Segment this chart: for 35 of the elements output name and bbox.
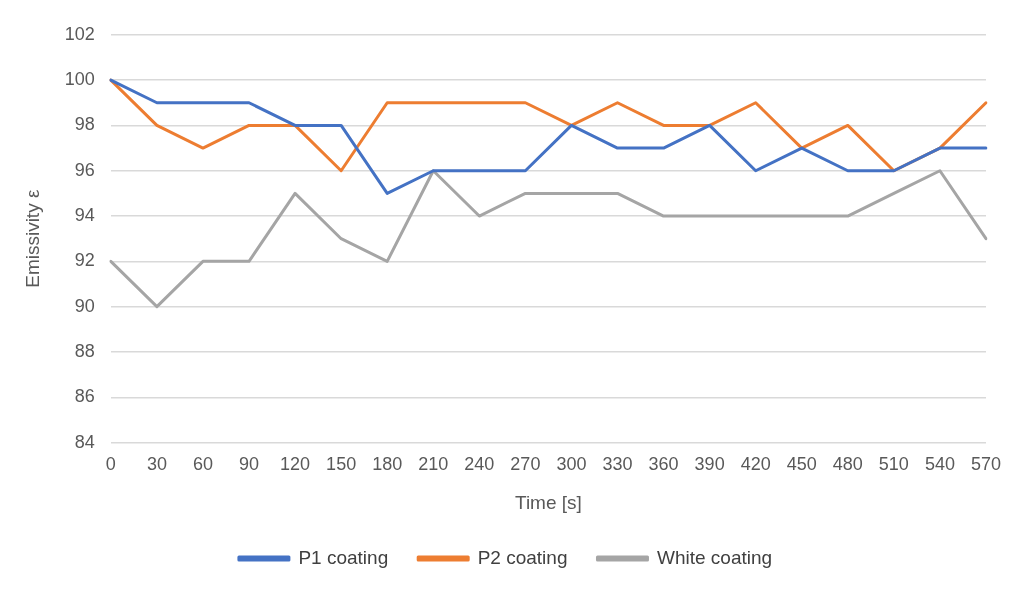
x-tick-label: 570 bbox=[970, 454, 1002, 475]
x-tick-label: 120 bbox=[280, 454, 311, 475]
y-tick-label: 98 bbox=[74, 114, 95, 135]
legend-label: P1 coating bbox=[298, 546, 389, 568]
x-tick-label: 180 bbox=[372, 454, 403, 475]
x-tick-label: 30 bbox=[146, 454, 167, 475]
x-tick-label: 0 bbox=[105, 454, 116, 475]
y-tick-label: 100 bbox=[64, 69, 95, 90]
x-tick-label: 60 bbox=[192, 454, 213, 475]
y-tick-label: 88 bbox=[74, 340, 95, 361]
x-tick-label: 90 bbox=[239, 454, 260, 475]
legend-label: P2 coating bbox=[477, 546, 568, 568]
x-tick-label: 420 bbox=[740, 454, 771, 475]
y-tick-label: 96 bbox=[74, 159, 95, 180]
y-tick-label: 84 bbox=[74, 431, 95, 452]
x-tick-label: 240 bbox=[464, 454, 495, 475]
legend-label: White coating bbox=[656, 546, 773, 568]
y-tick-label: 92 bbox=[74, 250, 95, 271]
x-tick-label: 450 bbox=[786, 454, 817, 475]
x-tick-label: 270 bbox=[510, 454, 541, 475]
x-tick-label: 150 bbox=[326, 454, 357, 475]
x-tick-label: 390 bbox=[694, 454, 725, 475]
y-tick-label: 102 bbox=[64, 23, 95, 44]
x-tick-label: 210 bbox=[418, 454, 449, 475]
x-tick-label: 300 bbox=[556, 454, 587, 475]
x-tick-label: 480 bbox=[832, 454, 863, 475]
x-tick-label: 360 bbox=[648, 454, 679, 475]
x-axis-title: Time [s] bbox=[514, 491, 582, 513]
x-tick-label: 330 bbox=[602, 454, 633, 475]
x-tick-label: 510 bbox=[878, 454, 909, 475]
y-tick-label: 94 bbox=[74, 205, 95, 226]
y-tick-label: 90 bbox=[74, 295, 95, 316]
x-tick-label: 540 bbox=[924, 454, 955, 475]
y-axis-title: Emissivity ε bbox=[21, 189, 43, 288]
y-tick-label: 86 bbox=[74, 386, 95, 407]
